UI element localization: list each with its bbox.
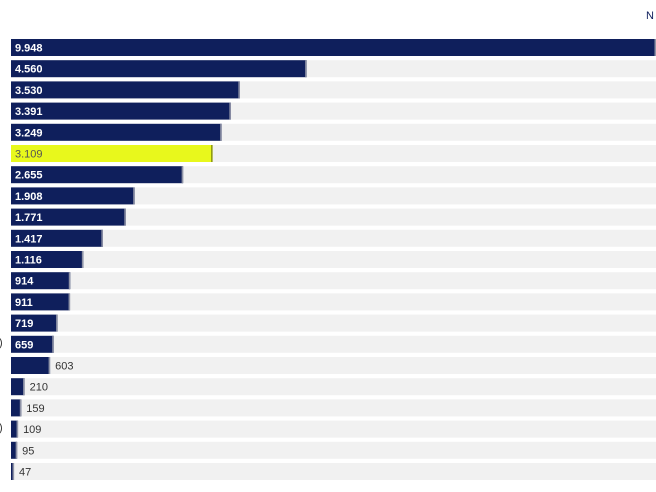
bar[interactable]: [11, 463, 15, 480]
bar-value-label: 1.908: [15, 191, 43, 203]
bar-value-label: 911: [15, 297, 33, 309]
bar-track: [11, 399, 656, 417]
bar[interactable]: [11, 314, 58, 332]
bar[interactable]: [11, 441, 18, 459]
bar-value-label: 4.560: [15, 64, 43, 76]
bar-end-edge: [19, 399, 22, 417]
bar[interactable]: [11, 81, 240, 99]
bar-end-edge: [16, 420, 19, 438]
bar[interactable]: [11, 229, 103, 247]
bar-end-edge: [15, 441, 18, 459]
bar[interactable]: [11, 378, 25, 396]
bar-value-label: 659: [15, 339, 33, 351]
bar-value-label: 719: [15, 318, 33, 330]
bar-end-edge: [229, 102, 231, 120]
bar[interactable]: [11, 102, 231, 120]
bar-value-label: 3.530: [15, 85, 43, 97]
bar-end-edge: [133, 187, 135, 205]
bar-value-label: 95: [22, 445, 34, 457]
bar[interactable]: [11, 208, 126, 226]
bar-track: [11, 187, 656, 205]
cut-off-label: ): [0, 422, 3, 434]
bar-value-label: 1.417: [15, 233, 43, 245]
bar[interactable]: [11, 251, 84, 268]
bar-end-edge: [181, 166, 184, 184]
bar-value-label: 3.249: [15, 127, 43, 139]
bar-value-label: 47: [19, 467, 31, 479]
bar-end-edge: [68, 293, 71, 311]
bar-value-label: 9.948: [15, 43, 43, 55]
bar-end-edge: [81, 251, 84, 268]
bar-end-edge: [220, 123, 222, 141]
bar[interactable]: [11, 39, 656, 56]
bar-track: [11, 272, 656, 290]
bar[interactable]: [11, 187, 135, 205]
highlighted-bar[interactable]: [11, 145, 213, 162]
bar-track: [11, 335, 656, 353]
bar[interactable]: [11, 335, 54, 353]
bar-end-edge: [23, 378, 25, 396]
bar-value-label: 159: [26, 403, 44, 415]
bar-end-edge: [56, 314, 58, 332]
bar[interactable]: [11, 399, 22, 417]
bar-value-label: 3.391: [15, 106, 43, 118]
bar-value-label: 210: [30, 382, 48, 394]
bar-end-edge: [48, 357, 51, 374]
bar-value-label: 3.109: [15, 149, 43, 161]
bar[interactable]: [11, 123, 222, 141]
bar-end-edge: [101, 229, 103, 247]
bar-value-label: 2.655: [15, 170, 43, 182]
bar-track: [11, 357, 656, 374]
bar-value-label: 109: [23, 424, 41, 436]
bar-end-edge: [305, 60, 307, 78]
bar[interactable]: [11, 60, 307, 78]
bar-track: [11, 251, 656, 268]
bar-track: [11, 314, 656, 332]
bar-track: [11, 208, 656, 226]
bar-track: [11, 463, 656, 480]
bar-track: [11, 293, 656, 311]
bar-value-label: 1.771: [15, 212, 43, 224]
bar-track: [11, 378, 656, 396]
bar-end-edge: [654, 39, 656, 56]
bar-value-label: 914: [15, 276, 34, 288]
bar[interactable]: [11, 293, 71, 311]
bar-value-label: 1.116: [15, 255, 42, 267]
bar[interactable]: [11, 420, 19, 438]
bar-value-label: 603: [55, 361, 73, 373]
bar[interactable]: [11, 166, 184, 184]
bar-track: [11, 229, 656, 247]
bar-end-edge: [12, 463, 15, 480]
bar-track: [11, 420, 656, 438]
bar[interactable]: [11, 272, 71, 290]
cut-off-label: ): [0, 337, 3, 349]
bar-end-edge: [124, 208, 126, 226]
corner-label: N: [646, 10, 654, 22]
bar-end-edge: [52, 335, 54, 353]
bar[interactable]: [11, 357, 51, 374]
bar-track: [11, 441, 656, 459]
bar-end-edge: [211, 145, 213, 162]
bar-end-edge: [238, 81, 240, 99]
bar-end-edge: [68, 272, 71, 290]
